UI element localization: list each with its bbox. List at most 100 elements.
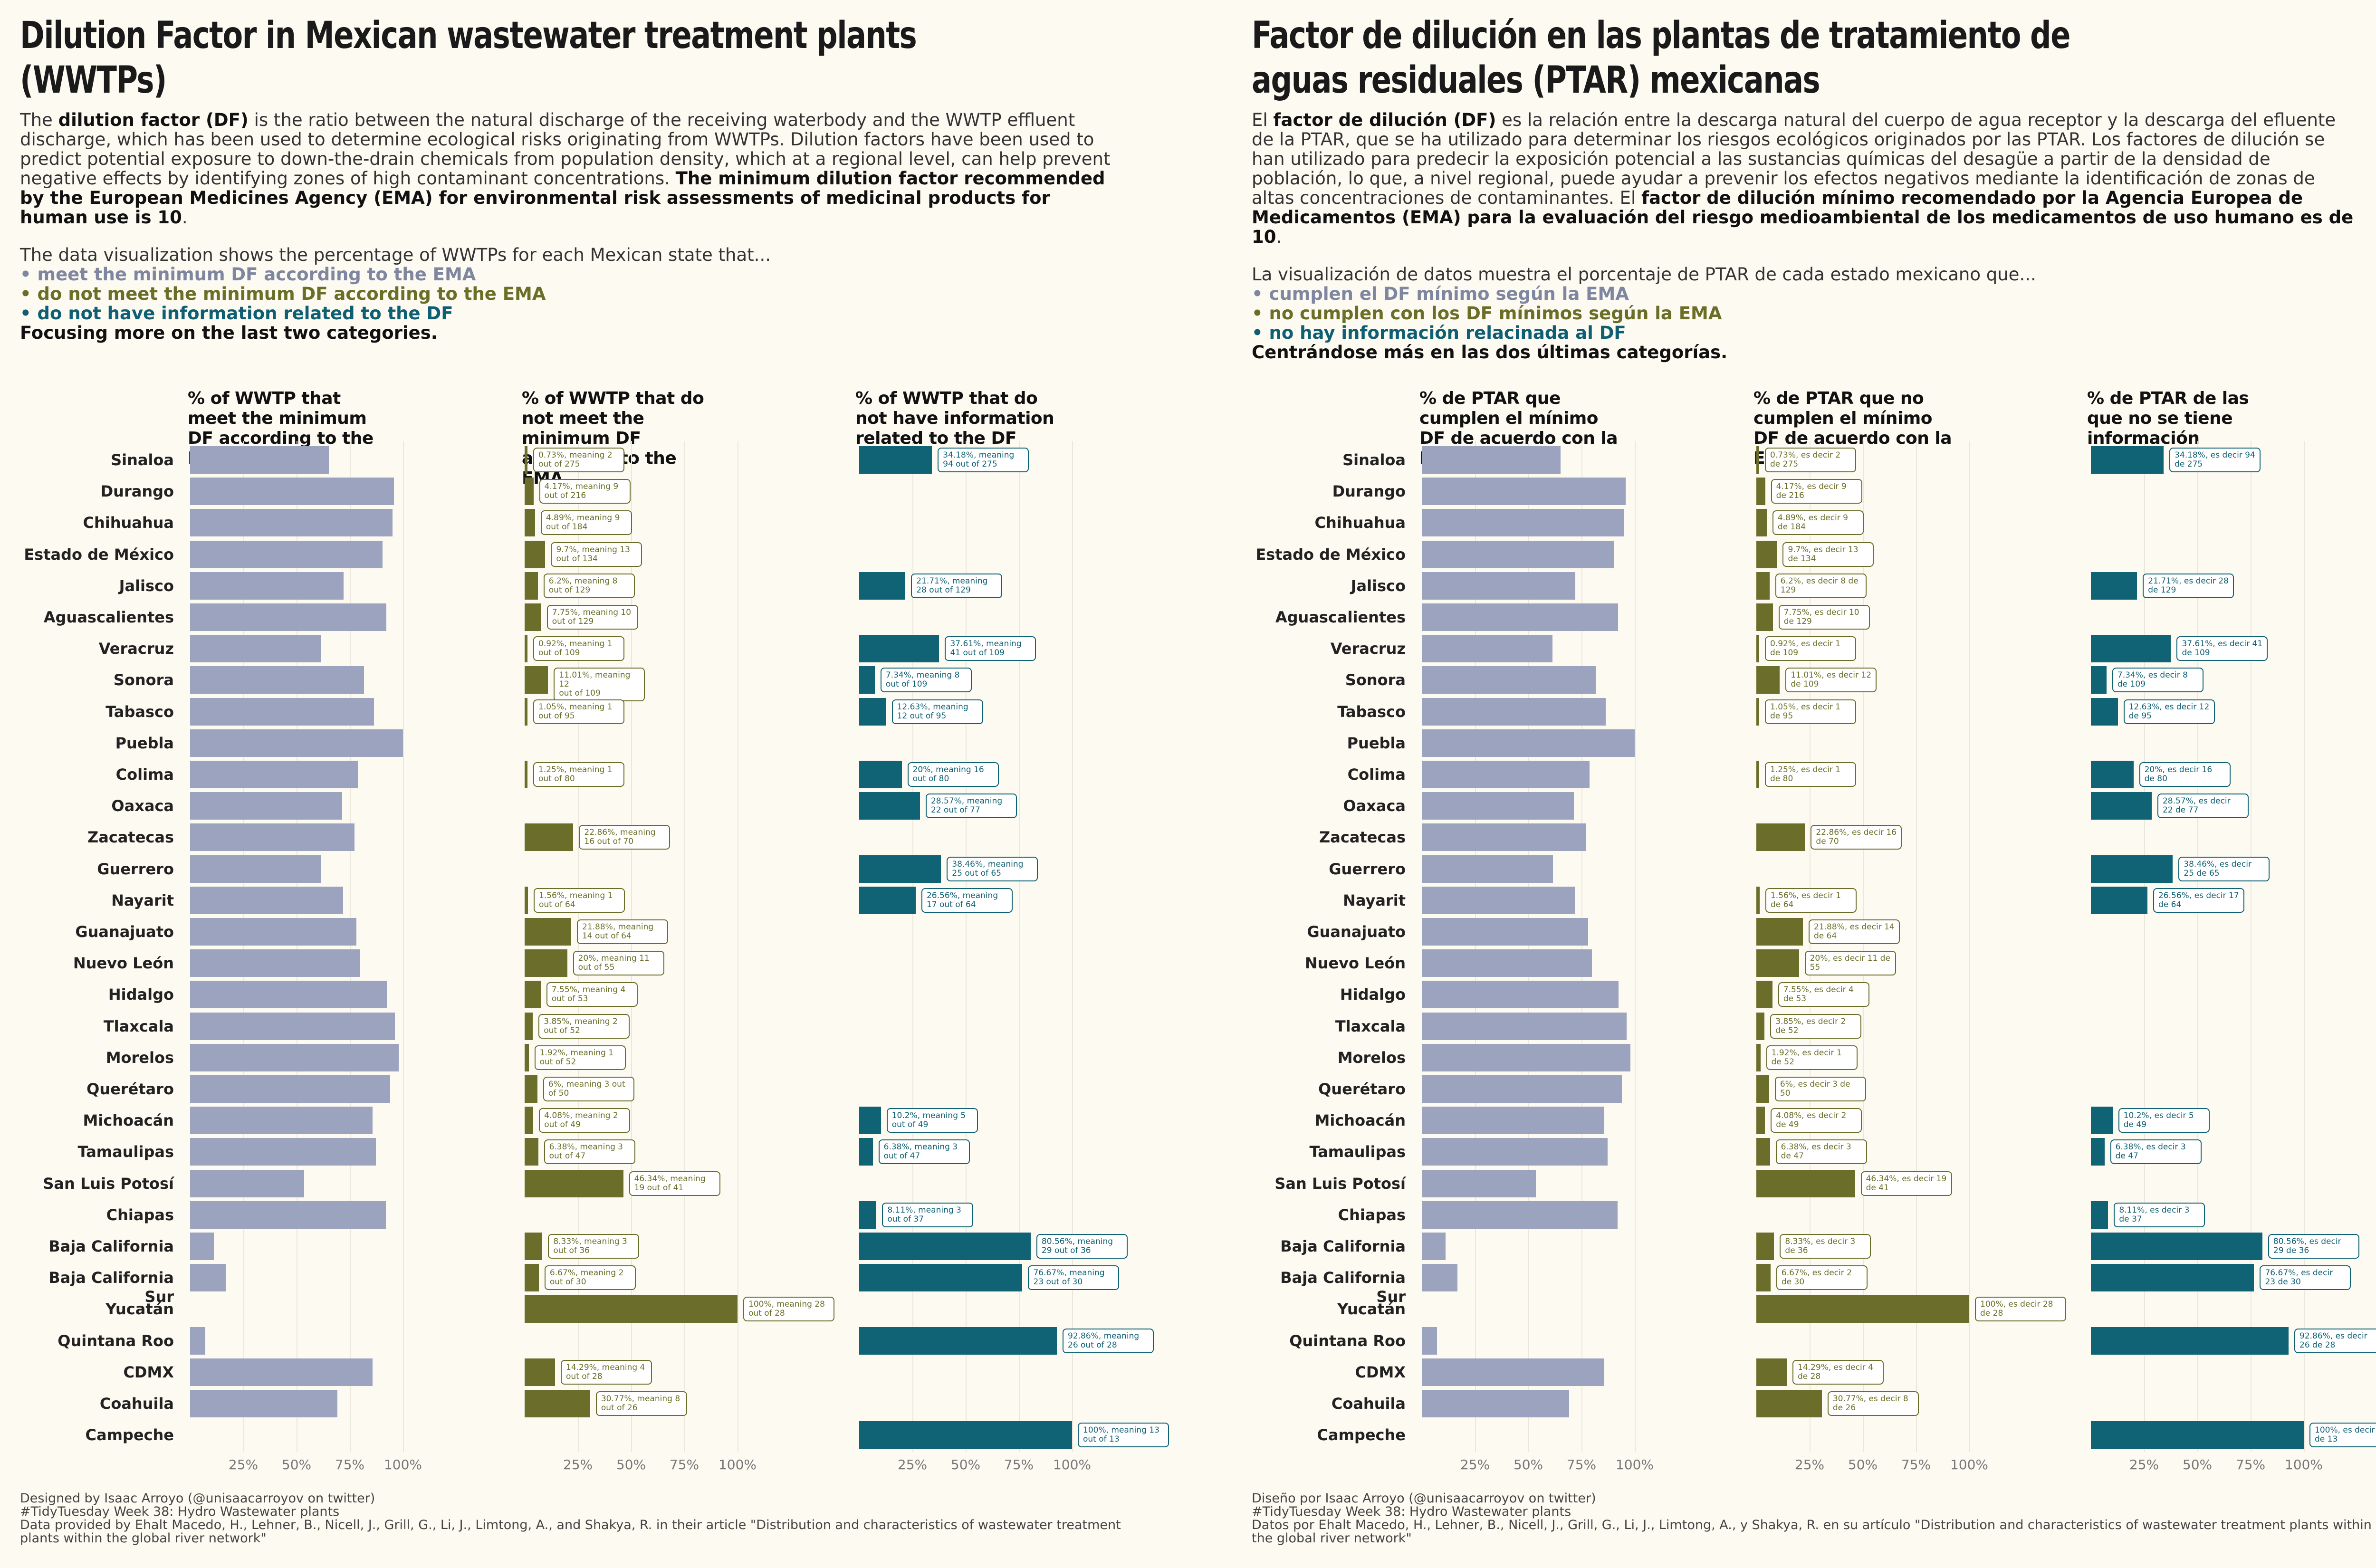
value-label: 4.89%, meaning 9 out of 184 <box>540 510 632 535</box>
bar-not <box>525 1358 556 1386</box>
gridline <box>631 441 632 1453</box>
value-label: 20%, meaning 11 out of 55 <box>573 951 664 976</box>
bar-meet <box>190 1012 395 1040</box>
bar-not <box>525 446 527 474</box>
footer-credits-es: Diseño por Isaac Arroyo (@unisaacarroyov… <box>1252 1491 2372 1546</box>
bar-meet <box>1422 540 1614 568</box>
bar-meet <box>1422 1264 1457 1292</box>
bar-not <box>1756 1233 1774 1260</box>
legend-not-meet: • do not meet the minimum DF according t… <box>20 284 546 304</box>
value-label: 4.17%, meaning 9 out of 216 <box>539 479 631 504</box>
gridline <box>2304 441 2305 1453</box>
x-tick-label: 75% <box>1901 1457 1931 1473</box>
bar-not <box>1756 446 1759 474</box>
bar-noinfo <box>859 666 875 694</box>
state-label: Quintana Roo <box>1289 1331 1406 1350</box>
state-label: Baja California <box>48 1237 174 1255</box>
state-label: Guerrero <box>97 860 174 878</box>
state-label: Oaxaca <box>111 797 174 815</box>
bar-meet <box>190 1358 373 1386</box>
bar-meet <box>190 981 387 1009</box>
bar-not <box>525 635 527 663</box>
bar-noinfo <box>859 572 906 600</box>
gridline <box>1863 441 1864 1453</box>
bar-not <box>525 886 528 914</box>
bar-meet <box>1422 729 1635 757</box>
value-label: 1.92%, es decir 1 de 52 <box>1766 1045 1858 1070</box>
state-label: Campeche <box>1317 1426 1406 1444</box>
state-label: Tlaxcala <box>1335 1017 1406 1035</box>
state-label: Nayarit <box>1343 891 1406 909</box>
bar-not <box>525 918 572 946</box>
value-label: 7.55%, meaning 4 out of 53 <box>546 982 638 1007</box>
state-label: Sinaloa <box>1342 451 1406 469</box>
x-tick-label: 75% <box>1004 1457 1034 1473</box>
bar-meet <box>190 1390 338 1417</box>
value-label: 21.88%, es decir 14 de 64 <box>1809 919 1900 944</box>
bar-meet <box>190 1138 376 1166</box>
value-label: 100%, meaning 28 out of 28 <box>743 1297 834 1322</box>
value-label: 7.55%, es decir 4 de 53 <box>1778 982 1869 1007</box>
x-tick-label: 25% <box>1794 1457 1825 1473</box>
bar-noinfo <box>859 1264 1023 1292</box>
value-label: 34.18%, es decir 94 de 275 <box>2169 448 2261 472</box>
state-label: Campeche <box>85 1426 174 1444</box>
value-label: 30.77%, es decir 8 de 26 <box>1827 1391 1919 1416</box>
state-label: Jalisco <box>1351 576 1406 595</box>
bar-not <box>525 761 527 788</box>
bar-noinfo <box>859 792 920 820</box>
x-tick-label: 100% <box>2284 1457 2323 1473</box>
bar-noinfo <box>2091 886 2147 914</box>
bar-meet <box>190 572 344 600</box>
x-tick-label: 50% <box>1513 1457 1543 1473</box>
gridline <box>2197 441 2198 1453</box>
panel-title-no-info-es: % de PTAR de las que no se tiene informa… <box>2087 389 2249 448</box>
value-label: 8.11%, meaning 3 out of 37 <box>882 1202 974 1227</box>
bar-noinfo <box>859 1233 1031 1260</box>
value-label: 100%, meaning 13 out of 13 <box>1078 1423 1169 1448</box>
bar-not <box>1756 635 1759 663</box>
x-tick-label: 75% <box>335 1457 365 1473</box>
bar-meet <box>1422 1233 1446 1260</box>
value-label: 6%, es decir 3 de 50 <box>1774 1077 1866 1101</box>
value-label: 0.92%, es decir 1 de 109 <box>1765 636 1856 661</box>
bar-meet <box>190 886 344 914</box>
bar-meet <box>1422 1107 1604 1135</box>
bar-meet <box>190 1075 391 1103</box>
gridline <box>350 441 351 1453</box>
bar-not <box>1756 1107 1765 1135</box>
value-label: 20%, es decir 11 de 55 <box>1804 951 1896 976</box>
x-tick-label: 25% <box>228 1457 259 1473</box>
bar-meet <box>190 478 394 506</box>
bar-not <box>525 1012 533 1040</box>
state-label: Tabasco <box>1337 702 1406 721</box>
bar-noinfo <box>859 1201 877 1229</box>
value-label: 0.73%, meaning 2 out of 275 <box>533 448 624 472</box>
value-label: 76.67%, es decir 23 de 30 <box>2260 1265 2351 1291</box>
gridline <box>2144 441 2145 1453</box>
legend-no-info-es: • no hay información relacinada al DF <box>1252 323 1626 343</box>
state-label: Baja California <box>1280 1237 1406 1255</box>
state-label: Sonora <box>1345 671 1406 689</box>
value-label: 7.75%, meaning 10 out of 129 <box>546 605 638 630</box>
gridline <box>243 441 244 1453</box>
value-label: 7.34%, meaning 8 out of 109 <box>880 668 972 693</box>
bar-not <box>1756 1138 1770 1166</box>
state-label: Nuevo León <box>1304 954 1406 973</box>
gridline <box>1019 441 1020 1453</box>
value-label: 10.2%, es decir 5 de 49 <box>2118 1108 2210 1133</box>
bar-not <box>1756 886 1760 914</box>
bar-meet <box>1422 855 1553 883</box>
bar-meet <box>1422 666 1596 694</box>
bar-noinfo <box>859 446 932 474</box>
bar-meet <box>190 761 358 788</box>
state-label: Querétaro <box>1318 1080 1406 1098</box>
state-label: Sinaloa <box>111 451 174 469</box>
intro-lead: The data visualization shows the percent… <box>20 245 771 265</box>
state-label: Tamaulipas <box>1309 1143 1406 1161</box>
bar-meet <box>1422 603 1619 631</box>
state-label: Tamaulipas <box>77 1143 174 1161</box>
value-label: 20%, es decir 16 de 80 <box>2139 762 2231 787</box>
value-label: 8.33%, es decir 3 de 36 <box>1780 1234 1871 1259</box>
gridline <box>403 441 404 1453</box>
